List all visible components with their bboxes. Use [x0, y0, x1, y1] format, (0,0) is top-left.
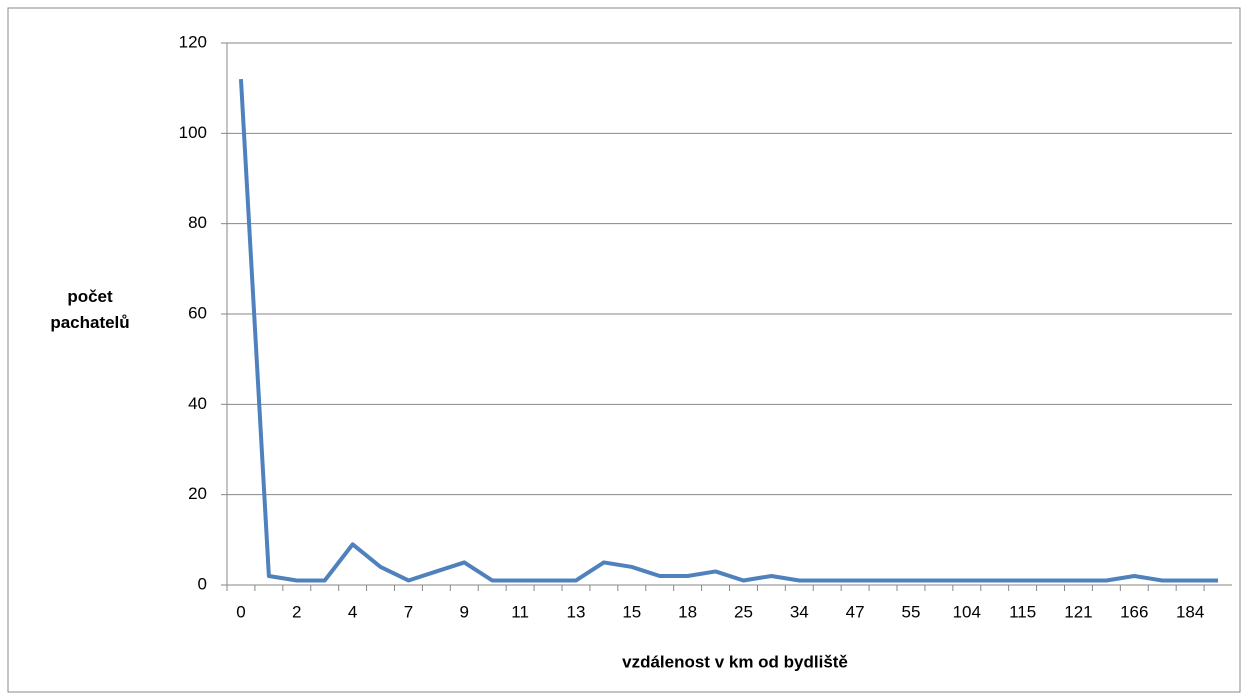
x-tick-label: 7 — [404, 602, 413, 621]
y-tick-label: 120 — [179, 32, 207, 51]
y-tick-label: 0 — [198, 574, 207, 593]
x-tick-label: 9 — [460, 602, 469, 621]
x-tick-label: 184 — [1176, 602, 1204, 621]
x-tick-label: 0 — [236, 602, 245, 621]
chart-border — [7, 7, 1241, 693]
y-axis-title: počet pachatelů — [50, 287, 130, 332]
x-tick-label: 13 — [566, 602, 585, 621]
x-axis-title: vzdálenost v km od bydliště — [622, 652, 848, 671]
x-tick-label: 47 — [846, 602, 865, 621]
x-tick-label: 166 — [1120, 602, 1148, 621]
x-tick-label: 121 — [1064, 602, 1092, 621]
x-tick-label: 55 — [901, 602, 920, 621]
x-tick-label: 104 — [953, 602, 981, 621]
y-tick-label: 60 — [188, 303, 207, 322]
x-tick-label: 115 — [1009, 602, 1036, 621]
x-tick-label: 4 — [348, 602, 357, 621]
x-tick-label: 11 — [511, 602, 529, 621]
series-line — [238, 79, 1219, 583]
y-tick-label: 80 — [188, 213, 207, 232]
x-tick-label: 15 — [622, 602, 641, 621]
x-tick-label: 25 — [734, 602, 753, 621]
y-tick-label: 40 — [188, 394, 207, 413]
x-tick-label: 18 — [678, 602, 697, 621]
y-tick-label: 100 — [179, 123, 207, 142]
y-tick-label: 20 — [188, 484, 207, 503]
x-tick-label: 34 — [790, 602, 809, 621]
x-tick-label: 2 — [292, 602, 301, 621]
